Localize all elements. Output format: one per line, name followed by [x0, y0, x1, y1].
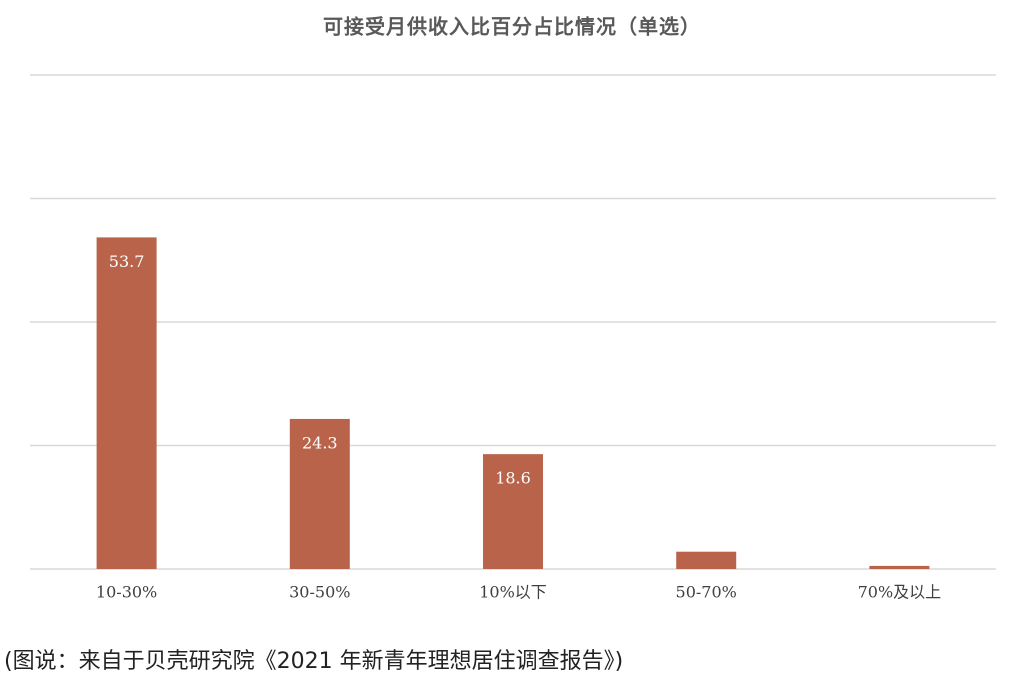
x-tick-label: 50-70% — [676, 583, 737, 602]
x-tick-label: 70%及以上 — [858, 583, 942, 602]
x-tick-label: 10%以下 — [479, 583, 547, 602]
chart-title: 可接受月供收入比百分占比情况（单选） — [323, 15, 701, 39]
bar — [676, 551, 737, 569]
x-tick-label: 30-50% — [289, 583, 350, 602]
bar — [483, 454, 543, 569]
data-label: 53.7 — [109, 252, 145, 271]
bar — [869, 565, 930, 569]
bar — [96, 237, 157, 569]
data-label: 18.6 — [495, 469, 531, 488]
bar — [289, 418, 350, 569]
x-tick-label: 10-30% — [96, 583, 157, 602]
caption: (图说：来自于贝壳研究院《2021 年新青年理想居住调查报告》) — [4, 649, 623, 674]
data-label: 24.3 — [302, 433, 338, 452]
